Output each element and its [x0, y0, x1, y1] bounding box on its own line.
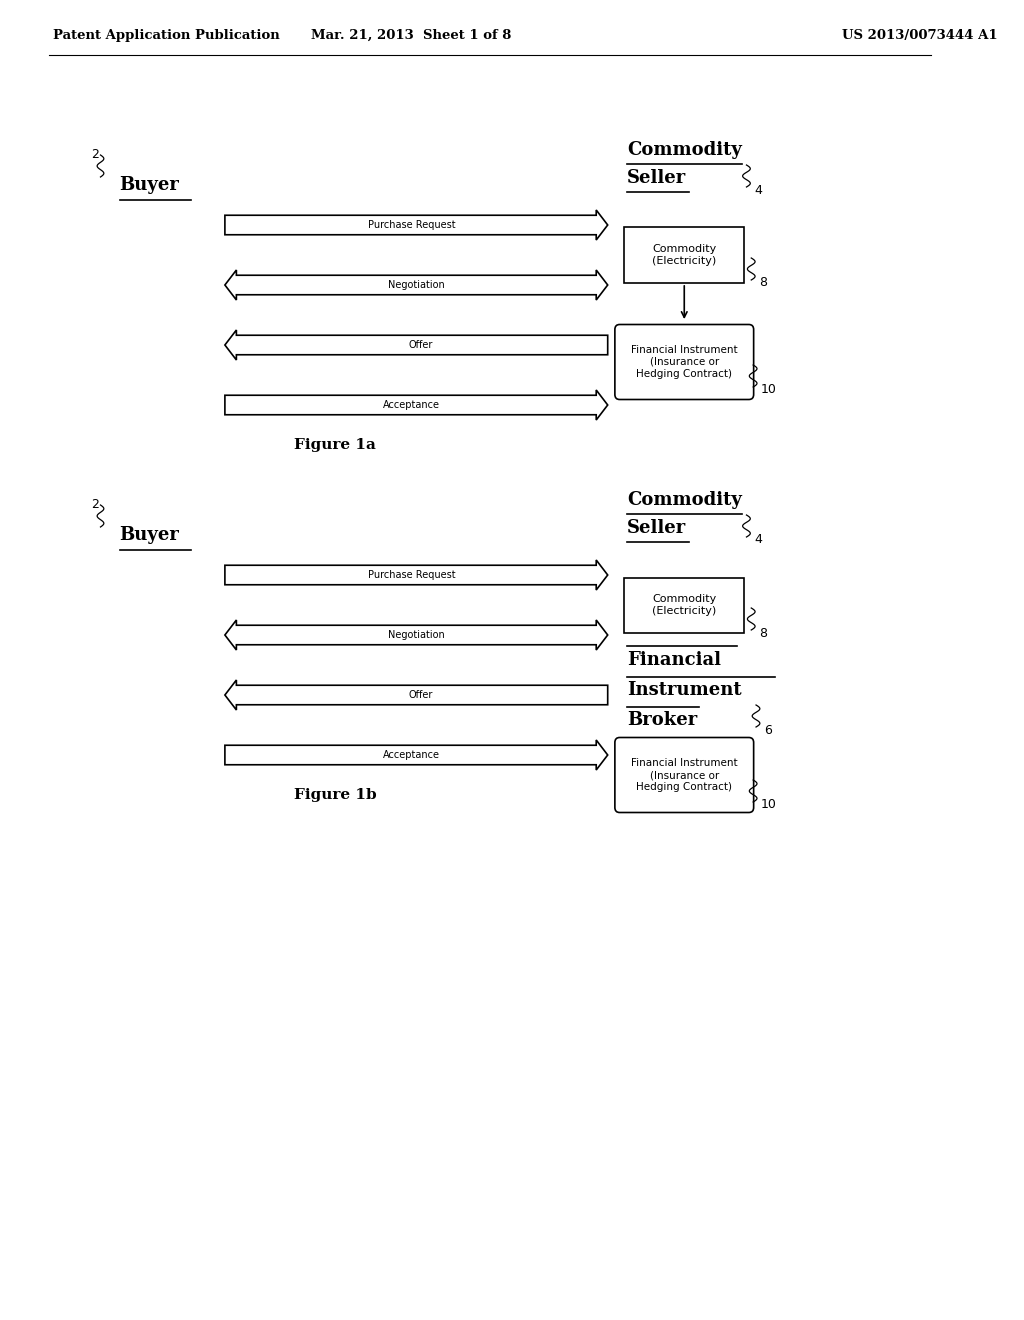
Text: Figure 1a: Figure 1a	[294, 438, 376, 451]
Text: 8: 8	[759, 627, 767, 639]
Text: Buyer: Buyer	[120, 176, 179, 194]
Text: Commodity: Commodity	[627, 491, 741, 510]
Text: Financial Instrument
(Insurance or
Hedging Contract): Financial Instrument (Insurance or Hedgi…	[631, 759, 737, 792]
Text: Purchase Request: Purchase Request	[368, 220, 456, 230]
Text: Buyer: Buyer	[120, 525, 179, 544]
Bar	[625, 578, 744, 632]
Text: Offer: Offer	[409, 690, 433, 700]
Text: Financial Instrument
(Insurance or
Hedging Contract): Financial Instrument (Insurance or Hedgi…	[631, 346, 737, 379]
Text: Purchase Request: Purchase Request	[368, 570, 456, 579]
Text: Acceptance: Acceptance	[383, 400, 440, 411]
Bar	[625, 227, 744, 282]
Text: 8: 8	[759, 276, 767, 289]
Text: US 2013/0073444 A1: US 2013/0073444 A1	[842, 29, 997, 41]
Text: Commodity
(Electricity): Commodity (Electricity)	[652, 594, 717, 616]
Text: Negotiation: Negotiation	[388, 630, 444, 640]
Text: 10: 10	[761, 799, 776, 812]
Text: Acceptance: Acceptance	[383, 750, 440, 760]
Text: Commodity
(Electricity): Commodity (Electricity)	[652, 244, 717, 265]
Text: 2: 2	[91, 149, 98, 161]
Text: 4: 4	[754, 533, 762, 546]
Text: Financial: Financial	[627, 651, 721, 669]
Text: Seller: Seller	[627, 519, 686, 537]
Text: Mar. 21, 2013  Sheet 1 of 8: Mar. 21, 2013 Sheet 1 of 8	[311, 29, 512, 41]
Text: Patent Application Publication: Patent Application Publication	[52, 29, 280, 41]
Text: Instrument: Instrument	[627, 681, 741, 700]
Text: 10: 10	[761, 384, 776, 396]
Text: Offer: Offer	[409, 341, 433, 350]
Text: 6: 6	[764, 723, 771, 737]
Text: Negotiation: Negotiation	[388, 280, 444, 290]
Text: Broker: Broker	[627, 711, 697, 729]
Text: 2: 2	[91, 499, 98, 511]
Text: Commodity: Commodity	[627, 141, 741, 158]
Text: 4: 4	[754, 183, 762, 197]
Text: Seller: Seller	[627, 169, 686, 187]
Text: Figure 1b: Figure 1b	[294, 788, 376, 803]
